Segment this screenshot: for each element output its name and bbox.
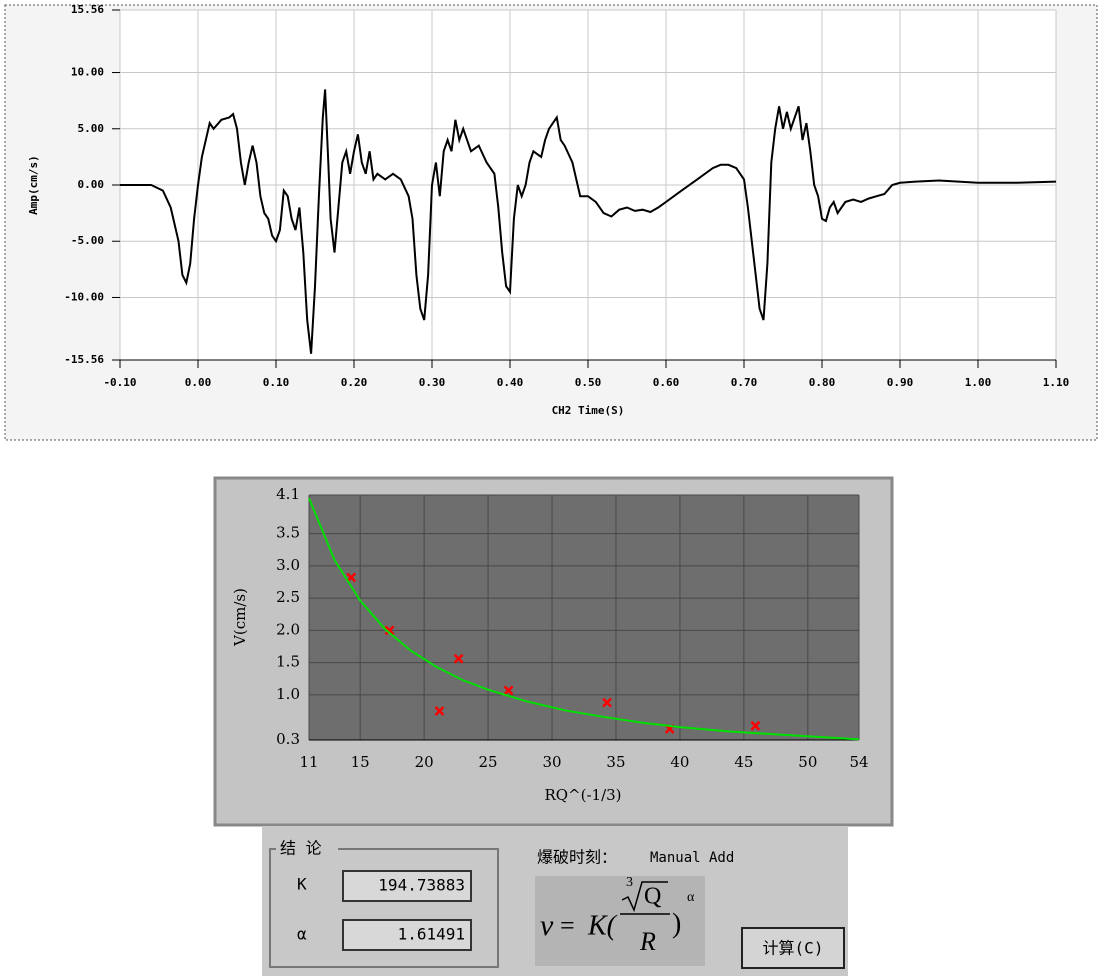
data-point <box>750 720 761 731</box>
group-title: 结 论 <box>280 839 322 858</box>
x-tick-label: 0.30 <box>419 376 446 389</box>
calculate-button-label: 计算(C) <box>763 939 824 958</box>
fit-plot-area <box>309 495 859 740</box>
x-axis-title: CH2 Time(S) <box>552 404 625 417</box>
y-tick-label: 5.00 <box>78 122 105 135</box>
y-tick-label: 1.5 <box>276 653 300 671</box>
x-axis-title: RQ^(-1/3) <box>544 786 621 804</box>
y-tick-label: -5.00 <box>71 234 104 247</box>
y-axis-title: Amp(cm/s) <box>27 155 40 215</box>
x-tick-label: 1.10 <box>1043 376 1070 389</box>
y-tick-label: 2.5 <box>276 588 300 606</box>
formula-root-index: 3 <box>626 875 633 890</box>
waveform-line <box>120 89 1057 354</box>
x-tick-label: 25 <box>479 753 498 771</box>
formula-eq: = <box>560 911 575 940</box>
x-tick-label: 0.10 <box>263 376 290 389</box>
data-point <box>346 572 357 583</box>
x-tick-label: 0.50 <box>575 376 602 389</box>
blast-time-label: 爆破时刻： <box>537 848 617 867</box>
radical-sign <box>621 881 668 913</box>
x-tick-label: 1.00 <box>965 376 992 389</box>
x-tick-label: 45 <box>734 753 753 771</box>
calculate-button[interactable] <box>741 927 845 969</box>
k-field[interactable] <box>342 870 472 902</box>
alpha-field[interactable] <box>342 919 472 951</box>
x-tick-label: 0.70 <box>731 376 758 389</box>
group-box <box>269 848 499 968</box>
y-tick-label: -10.00 <box>64 290 104 303</box>
formula-k: K( <box>587 910 618 941</box>
x-tick-label: 0.90 <box>887 376 914 389</box>
blast-time-value: Manual Add <box>650 850 734 866</box>
fit-curve <box>308 497 860 741</box>
y-tick-label: 0.00 <box>78 178 105 191</box>
k-label: K <box>297 875 307 894</box>
x-tick-label: 54 <box>849 753 868 771</box>
y-tick-label: 4.1 <box>276 485 300 503</box>
x-tick-label: 0.60 <box>653 376 680 389</box>
formula-denominator: R <box>639 927 656 956</box>
y-tick-label: 10.00 <box>71 66 104 79</box>
alpha-label: α <box>297 925 307 944</box>
y-tick-label: -15.56 <box>64 353 104 366</box>
x-tick-label: 30 <box>542 753 561 771</box>
data-point <box>602 697 612 708</box>
x-tick-label: 11 <box>299 753 318 771</box>
formula-numerator: Q <box>644 884 661 910</box>
group-title-bg <box>276 840 338 858</box>
x-tick-label: 20 <box>415 753 434 771</box>
x-tick-label: 40 <box>670 753 689 771</box>
data-point <box>434 706 445 716</box>
y-tick-label: 15.56 <box>71 3 104 16</box>
y-tick-label: 3.0 <box>276 556 300 574</box>
data-point <box>384 625 395 636</box>
y-tick-label: 3.5 <box>276 524 300 542</box>
y-axis-title: V(cm/s) <box>231 588 249 647</box>
x-tick-label: 15 <box>351 753 370 771</box>
k-value: 194.73883 <box>378 876 465 895</box>
x-tick-label: 0.80 <box>809 376 836 389</box>
data-point <box>503 685 514 696</box>
y-tick-label: 2.0 <box>276 620 300 638</box>
x-tick-label: 0.40 <box>497 376 524 389</box>
x-tick-label: 35 <box>606 753 625 771</box>
x-tick-label: -0.10 <box>103 376 136 389</box>
y-tick-label: 1.0 <box>276 685 300 703</box>
x-tick-label: 0.00 <box>185 376 212 389</box>
x-tick-label: 50 <box>798 753 817 771</box>
alpha-value: 1.61491 <box>398 925 465 944</box>
x-tick-label: 0.20 <box>341 376 368 389</box>
formula-v: v <box>540 909 554 942</box>
data-point <box>453 653 464 664</box>
formula-exponent: α <box>687 890 695 905</box>
y-tick-label: 0.3 <box>276 730 300 748</box>
formula-close: ) <box>672 908 681 939</box>
formula-box <box>535 876 705 966</box>
